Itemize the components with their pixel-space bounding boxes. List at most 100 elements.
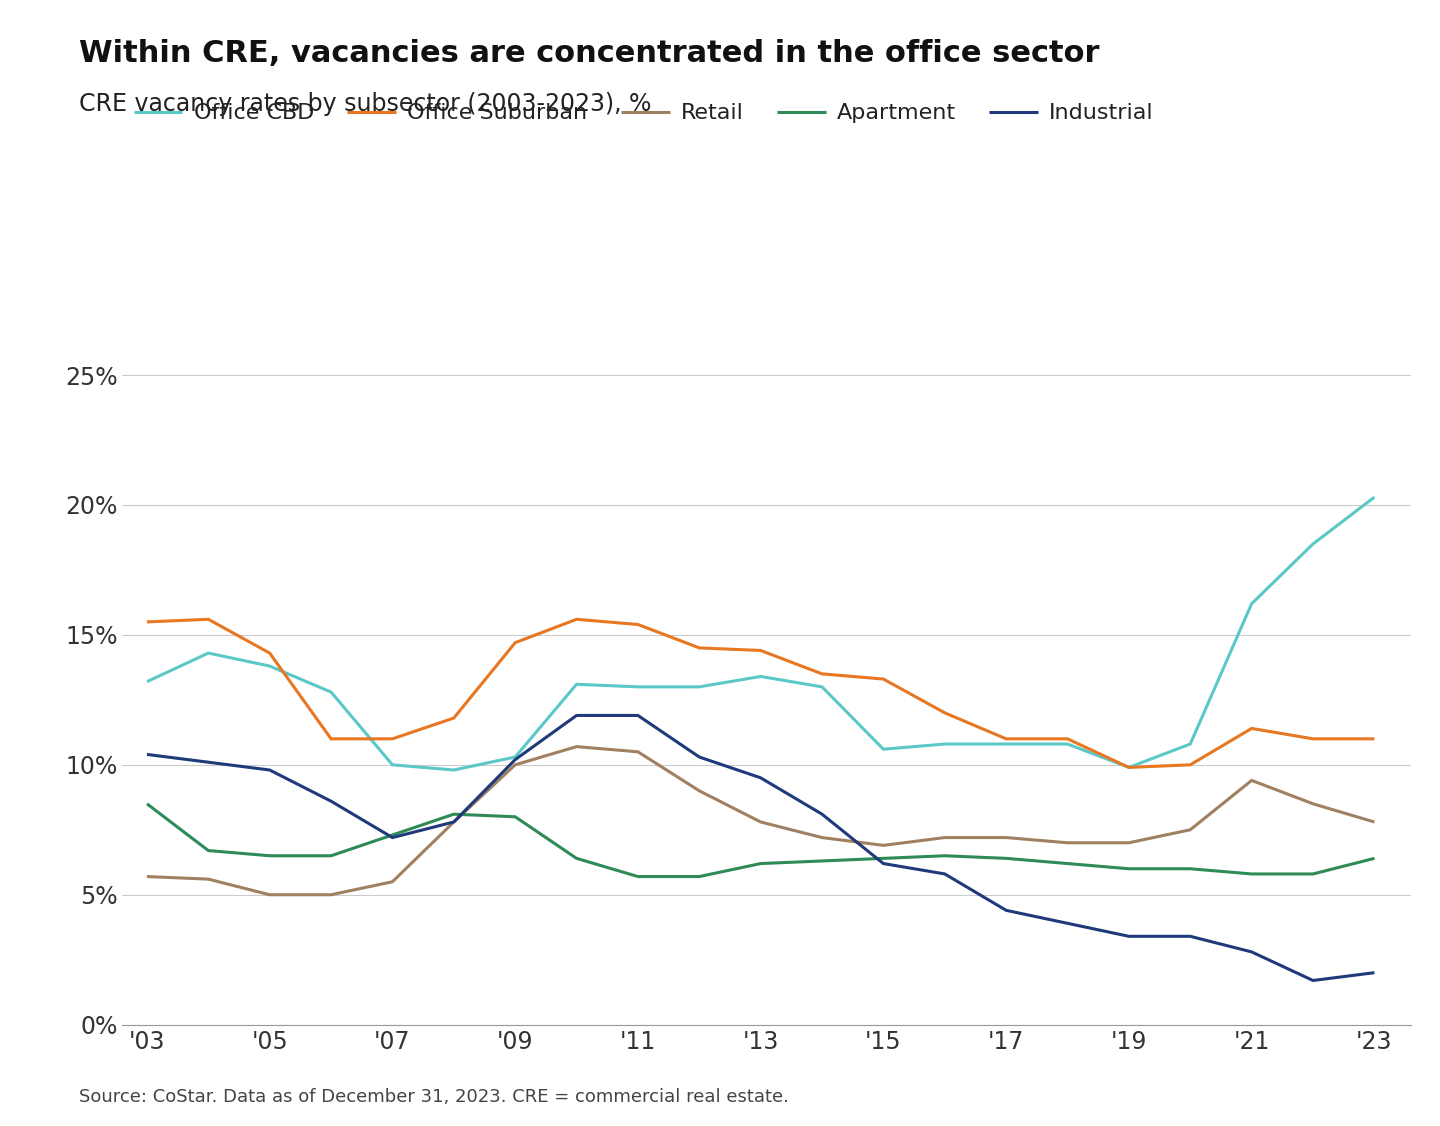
Line: Apartment: Apartment (147, 804, 1374, 876)
Retail (1182, 823, 1200, 837)
Apartment (507, 810, 524, 823)
Retail (1305, 797, 1322, 811)
Retail (814, 831, 831, 844)
Text: Source: CoStar. Data as of December 31, 2023. CRE = commercial real estate.: Source: CoStar. Data as of December 31, … (79, 1088, 789, 1106)
Office Suburban (874, 672, 891, 686)
Office CBD (507, 750, 524, 763)
Retail (691, 784, 708, 797)
Office Suburban (507, 636, 524, 650)
Office Suburban (567, 613, 585, 626)
Industrial (874, 857, 891, 870)
Industrial (936, 867, 953, 881)
Office CBD (752, 670, 769, 683)
Office Suburban (629, 618, 647, 632)
Legend: Office CBD, Office Suburban, Retail, Apartment, Industrial: Office CBD, Office Suburban, Retail, Apa… (134, 104, 1153, 124)
Retail (1120, 835, 1138, 849)
Text: Within CRE, vacancies are concentrated in the office sector: Within CRE, vacancies are concentrated i… (79, 39, 1100, 69)
Retail (445, 815, 462, 829)
Office CBD (1243, 597, 1260, 610)
Text: CRE vacancy rates by subsector (2003-2023), %: CRE vacancy rates by subsector (2003-202… (79, 92, 651, 116)
Apartment (752, 857, 769, 870)
Apartment (1243, 867, 1260, 881)
Apartment (1182, 863, 1200, 876)
Retail (1243, 774, 1260, 787)
Line: Office CBD: Office CBD (147, 498, 1374, 770)
Industrial (1243, 945, 1260, 958)
Office CBD (691, 680, 708, 694)
Industrial (567, 708, 585, 722)
Office Suburban (1120, 761, 1138, 775)
Office Suburban (445, 712, 462, 725)
Apartment (200, 843, 217, 857)
Industrial (1365, 966, 1382, 980)
Apartment (445, 807, 462, 821)
Apartment (691, 869, 708, 883)
Apartment (936, 849, 953, 863)
Industrial (629, 708, 647, 722)
Office Suburban (138, 615, 156, 628)
Apartment (998, 851, 1015, 865)
Office CBD (384, 758, 402, 771)
Retail (200, 873, 217, 886)
Industrial (138, 748, 156, 761)
Office Suburban (691, 641, 708, 654)
Retail (1058, 835, 1076, 849)
Office Suburban (200, 613, 217, 626)
Industrial (1182, 930, 1200, 944)
Office CBD (1365, 491, 1382, 504)
Office CBD (567, 678, 585, 691)
Apartment (629, 869, 647, 883)
Office Suburban (323, 732, 340, 745)
Retail (1365, 815, 1382, 829)
Retail (936, 831, 953, 844)
Line: Retail: Retail (147, 747, 1374, 895)
Office CBD (1120, 761, 1138, 775)
Office CBD (998, 738, 1015, 751)
Industrial (814, 807, 831, 821)
Industrial (691, 750, 708, 763)
Apartment (384, 829, 402, 842)
Apartment (874, 851, 891, 865)
Apartment (138, 797, 156, 811)
Office CBD (1305, 537, 1322, 551)
Office Suburban (384, 732, 402, 745)
Apartment (567, 851, 585, 865)
Office CBD (261, 660, 278, 673)
Industrial (200, 756, 217, 769)
Line: Industrial: Industrial (147, 715, 1374, 981)
Office CBD (1182, 738, 1200, 751)
Office Suburban (1182, 758, 1200, 771)
Office CBD (445, 763, 462, 777)
Apartment (323, 849, 340, 863)
Office Suburban (1243, 722, 1260, 735)
Office Suburban (814, 667, 831, 680)
Office Suburban (1305, 732, 1322, 745)
Office CBD (200, 646, 217, 660)
Office CBD (629, 680, 647, 694)
Apartment (261, 849, 278, 863)
Industrial (507, 753, 524, 767)
Industrial (1120, 930, 1138, 944)
Office Suburban (261, 646, 278, 660)
Retail (138, 869, 156, 883)
Office CBD (936, 738, 953, 751)
Office CBD (874, 742, 891, 756)
Retail (874, 839, 891, 852)
Retail (261, 888, 278, 902)
Industrial (384, 831, 402, 844)
Office CBD (323, 686, 340, 699)
Industrial (1305, 974, 1322, 988)
Office Suburban (998, 732, 1015, 745)
Office CBD (138, 674, 156, 688)
Apartment (1058, 857, 1076, 870)
Retail (507, 758, 524, 771)
Retail (752, 815, 769, 829)
Office Suburban (1365, 732, 1382, 745)
Retail (384, 875, 402, 888)
Office Suburban (1058, 732, 1076, 745)
Apartment (1120, 863, 1138, 876)
Retail (323, 888, 340, 902)
Retail (629, 745, 647, 759)
Retail (567, 740, 585, 753)
Office Suburban (936, 706, 953, 720)
